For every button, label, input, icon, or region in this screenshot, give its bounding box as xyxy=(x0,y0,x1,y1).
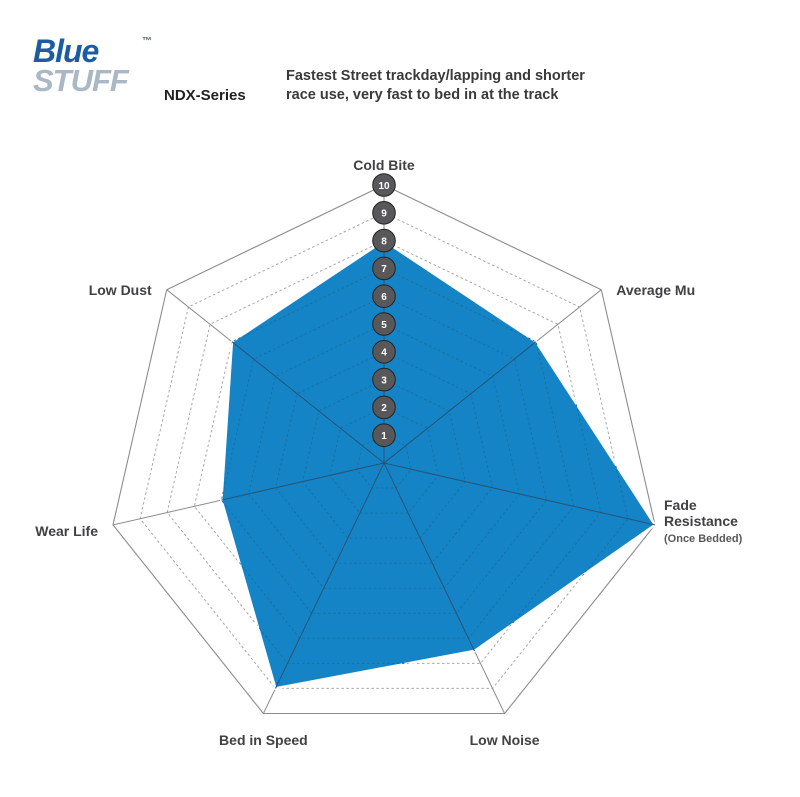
svg-text:4: 4 xyxy=(381,348,387,359)
svg-text:3: 3 xyxy=(381,375,387,386)
svg-text:2: 2 xyxy=(381,403,387,414)
svg-text:10: 10 xyxy=(378,181,390,192)
svg-text:5: 5 xyxy=(381,320,387,331)
svg-text:9: 9 xyxy=(381,209,387,220)
svg-text:1: 1 xyxy=(381,431,387,442)
svg-text:6: 6 xyxy=(381,292,387,303)
svg-text:8: 8 xyxy=(381,236,387,247)
svg-text:7: 7 xyxy=(381,264,387,275)
